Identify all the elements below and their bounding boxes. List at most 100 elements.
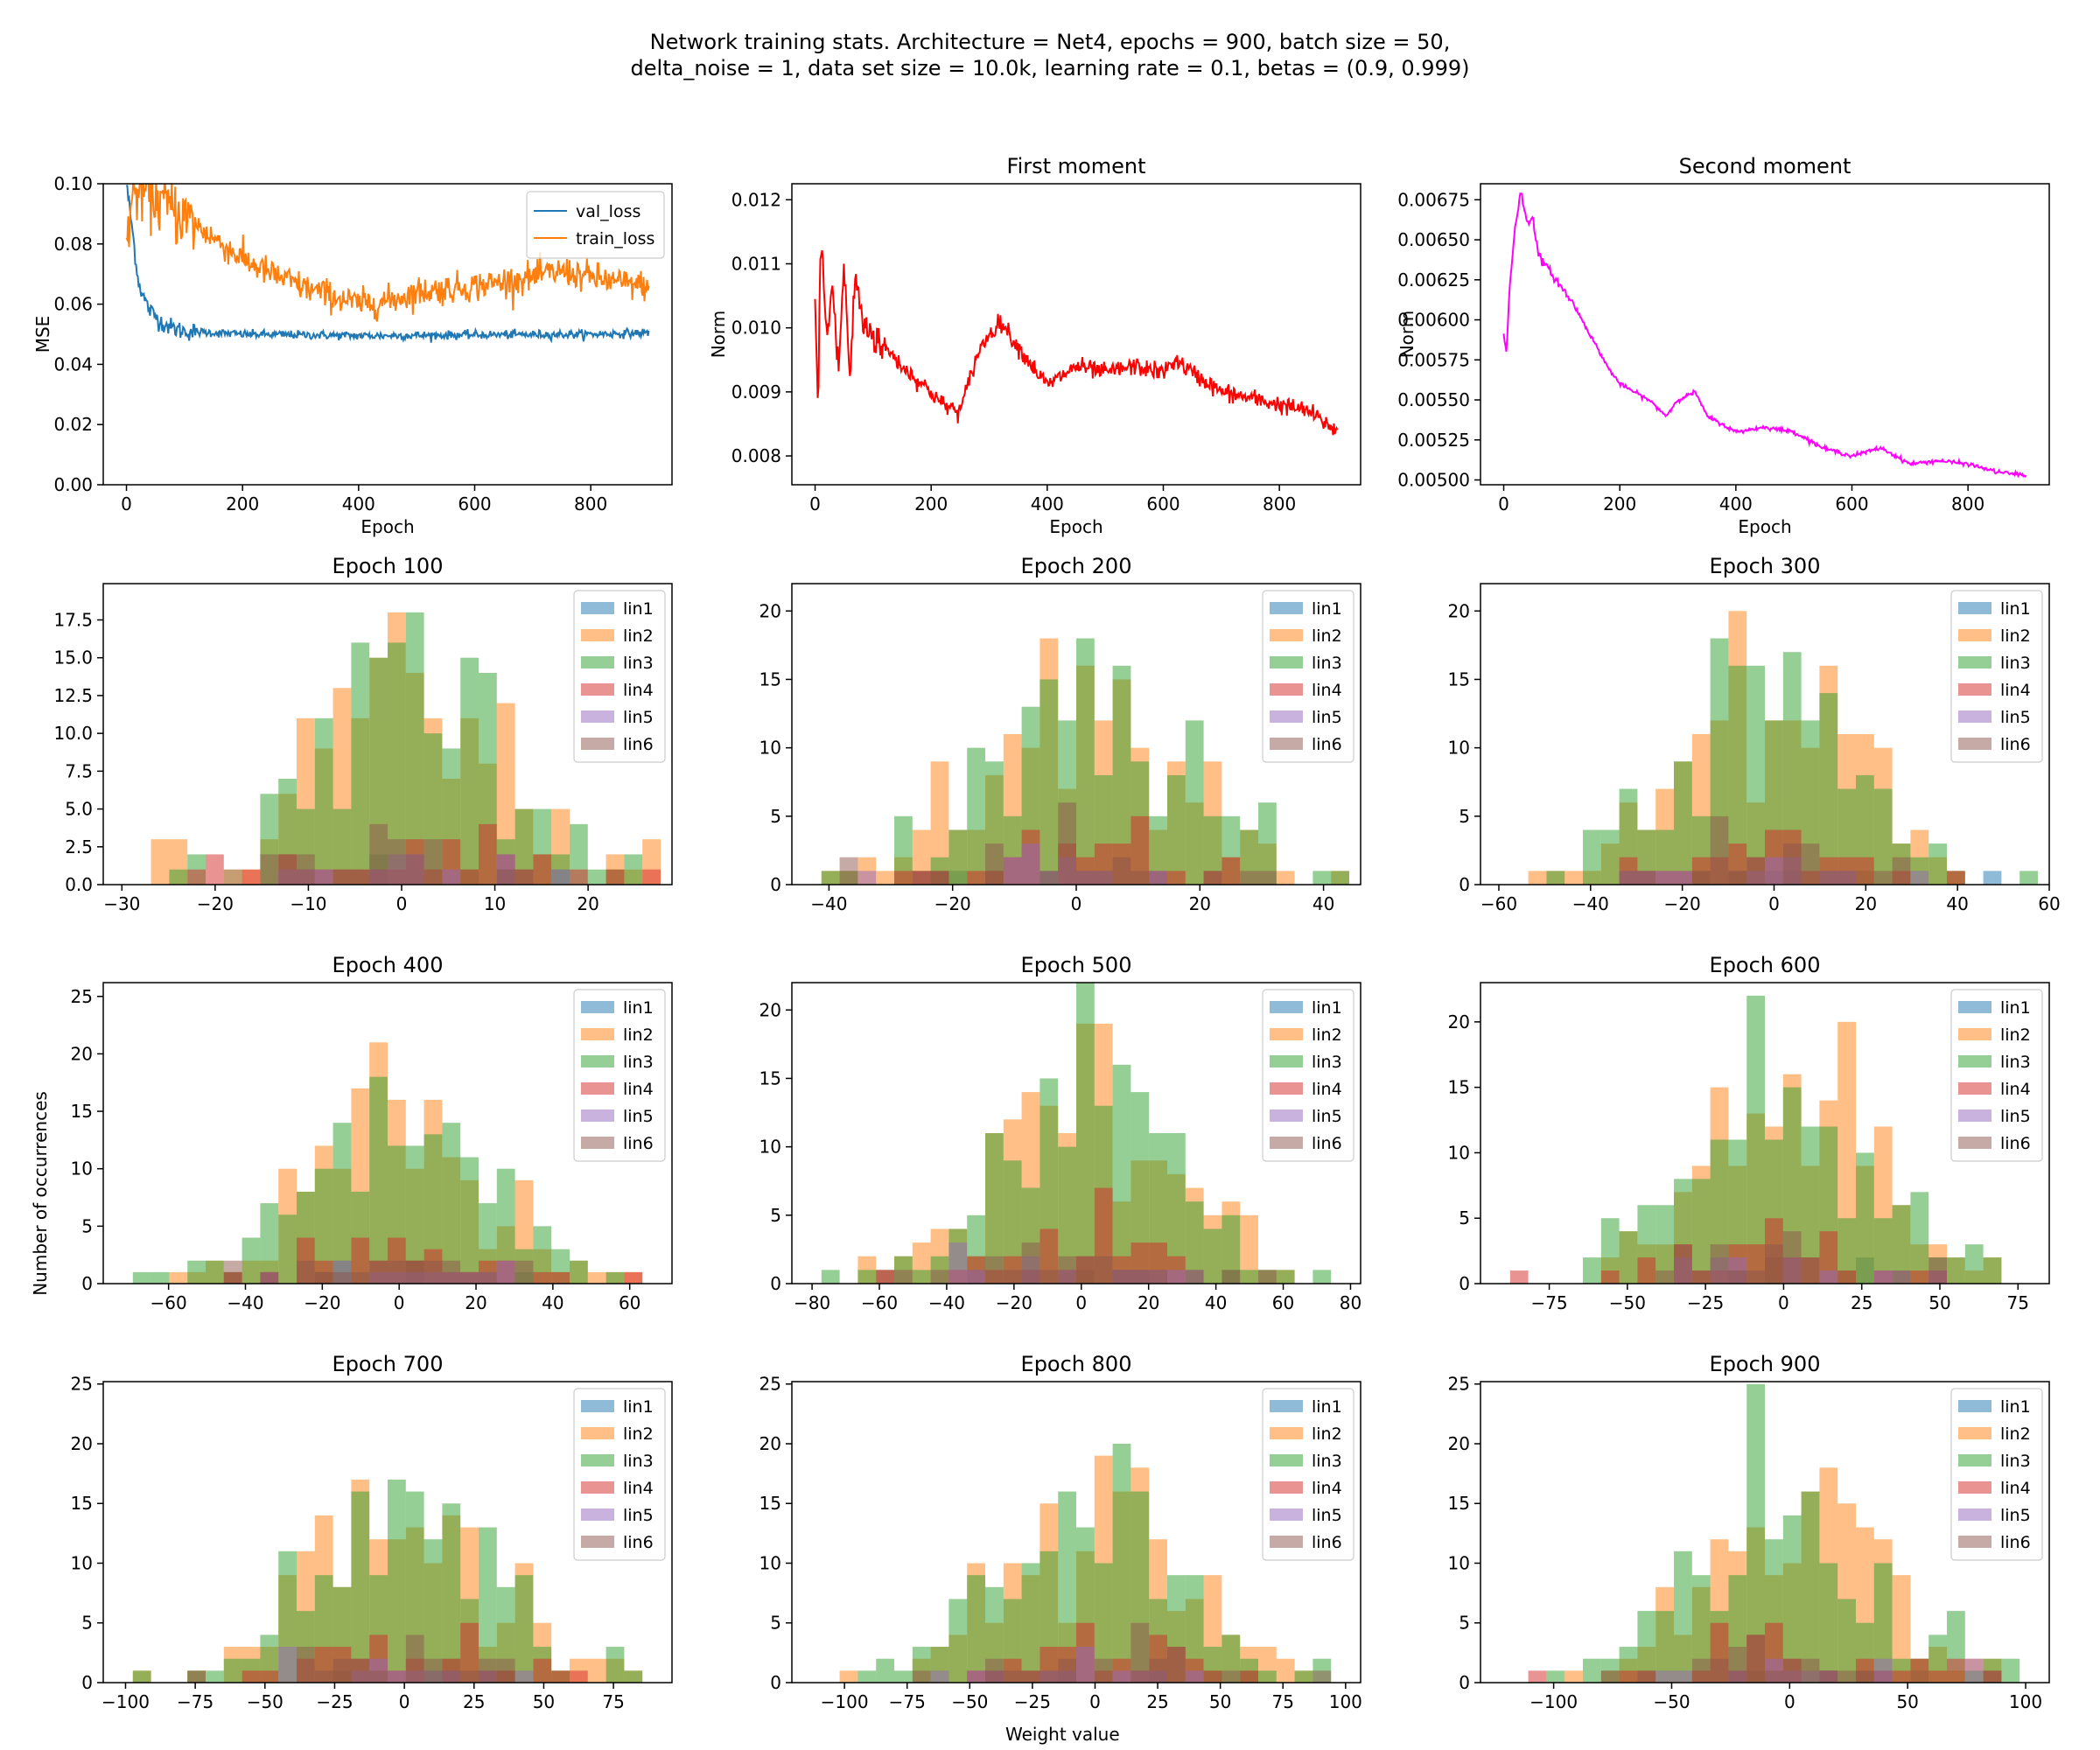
xtick-label: 40 bbox=[1205, 1292, 1227, 1313]
hist-bar-lin3 bbox=[150, 1271, 170, 1284]
hist-bar-lin3 bbox=[587, 869, 606, 885]
xtick-label: 40 bbox=[1946, 893, 1968, 914]
hist-bar-lin3 bbox=[460, 1157, 479, 1284]
hist-bar-lin3 bbox=[1149, 816, 1167, 885]
hist-bar-lin6 bbox=[297, 1647, 315, 1683]
hist-bar-lin6 bbox=[1801, 1257, 1820, 1284]
xtick-label: 800 bbox=[1951, 494, 1984, 514]
hist-bar-lin6 bbox=[1637, 1670, 1656, 1683]
hist-bar-lin4 bbox=[1947, 1658, 1965, 1683]
hist-bar-lin6 bbox=[479, 1658, 497, 1683]
hist-bar-lin6 bbox=[930, 871, 949, 885]
hist-bar-lin6 bbox=[1130, 1622, 1150, 1683]
ytick-label: 0.00575 bbox=[1397, 349, 1470, 370]
legend-swatch-lin2 bbox=[581, 1028, 614, 1040]
ytick-label: 15 bbox=[760, 1068, 781, 1088]
series-line-train_loss bbox=[125, 184, 650, 322]
hist-bar-lin4 bbox=[570, 869, 588, 885]
hist-bar-lin3 bbox=[442, 1123, 461, 1284]
hist-bar-lin3 bbox=[1782, 1515, 1802, 1683]
xtick-label: 0 bbox=[1498, 494, 1509, 514]
hist-bar-lin3 bbox=[858, 1270, 877, 1284]
ytick-label: 20 bbox=[760, 600, 781, 621]
hist-bar-lin3 bbox=[1203, 816, 1222, 885]
hist-bar-lin6 bbox=[985, 1256, 1004, 1284]
legend-label-lin6: lin6 bbox=[2000, 1134, 2031, 1153]
xtick-label: −50 bbox=[247, 1691, 284, 1712]
hist-bar-lin3 bbox=[223, 1658, 242, 1683]
hist-bar-lin3 bbox=[1746, 1383, 1765, 1683]
legend-label-lin5: lin5 bbox=[2000, 1107, 2031, 1126]
hist-bar-lin6 bbox=[1782, 844, 1802, 885]
legend-label-lin5: lin5 bbox=[1312, 1506, 1342, 1525]
hist-bar-lin3 bbox=[351, 1491, 370, 1683]
legend-swatch-lin3 bbox=[1958, 1454, 1992, 1466]
hist-bar-lin3 bbox=[1203, 1228, 1222, 1284]
legend-swatch-lin3 bbox=[581, 1055, 614, 1068]
hist-bar-lin6 bbox=[332, 869, 352, 885]
hist-bar-lin6 bbox=[912, 871, 931, 885]
hist-bar-lin6 bbox=[332, 1271, 352, 1284]
hist-bar-lin2 bbox=[876, 871, 894, 885]
legend-swatch-lin1 bbox=[1958, 1001, 1992, 1013]
hist-bar-lin6 bbox=[424, 839, 443, 885]
hist-bar-lin6 bbox=[876, 1270, 894, 1284]
ytick-label: 0.00600 bbox=[1397, 310, 1470, 331]
hist-bar-lin6 bbox=[1838, 871, 1856, 885]
hist-bar-lin5 bbox=[1674, 1670, 1692, 1683]
figure-title-line-2: delta_noise = 1, data set size = 10.0k, … bbox=[630, 56, 1470, 80]
axes-frame-second-moment bbox=[1480, 183, 2050, 486]
xtick-label: −75 bbox=[889, 1691, 926, 1712]
hist-bar-lin6 bbox=[405, 1634, 424, 1683]
ytick-label: 20 bbox=[71, 1433, 93, 1454]
ytick-label: 0.00650 bbox=[1397, 229, 1470, 250]
subplot-title-first-moment: First moment bbox=[1007, 154, 1146, 178]
ytick-label: 15 bbox=[1448, 1493, 1470, 1514]
hist-bar-lin3 bbox=[1167, 1133, 1186, 1284]
hist-bar-lin3 bbox=[1656, 1611, 1674, 1683]
xtick-label: 75 bbox=[1272, 1691, 1294, 1712]
hist-bar-lin6 bbox=[388, 839, 406, 885]
hist-bar-lin3 bbox=[1112, 1443, 1131, 1683]
hist-bar-lin5 bbox=[1112, 1670, 1131, 1683]
legend-label-lin6: lin6 bbox=[2000, 1533, 2031, 1552]
hist-bar-lin5 bbox=[514, 1670, 534, 1683]
legend-swatch-lin5 bbox=[1270, 710, 1303, 723]
legend-label-lin2: lin2 bbox=[623, 1026, 654, 1045]
legend-label-lin2: lin2 bbox=[1312, 1026, 1342, 1045]
hist-bar-lin5 bbox=[930, 1670, 949, 1683]
hist-bar-lin6 bbox=[351, 1271, 370, 1284]
axes-frame-loss bbox=[102, 183, 673, 486]
hist-bar-lin6 bbox=[1076, 1256, 1095, 1284]
hist-bar-lin3 bbox=[1619, 1231, 1638, 1284]
hist-bar-lin4 bbox=[1509, 1270, 1529, 1284]
ytick-label: 20 bbox=[1448, 600, 1470, 621]
hist-bar-lin4 bbox=[624, 1271, 643, 1284]
hist-bar-lin2 bbox=[169, 1271, 188, 1284]
hist-bar-lin3 bbox=[1294, 1670, 1313, 1683]
xtick-label: 20 bbox=[1855, 893, 1877, 914]
subplot-title-h200: Epoch 200 bbox=[1021, 554, 1132, 578]
hist-bar-lin3 bbox=[1746, 665, 1765, 885]
legend-label-val_loss: val_loss bbox=[576, 202, 640, 221]
hist-bar-lin6 bbox=[514, 1260, 534, 1284]
hist-bar-lin6 bbox=[1728, 1270, 1747, 1284]
hist-bar-lin6 bbox=[460, 1670, 479, 1683]
legend-label-lin6: lin6 bbox=[1312, 1134, 1342, 1153]
hist-bar-lin4 bbox=[187, 869, 206, 885]
ytick-label: 25 bbox=[760, 1374, 781, 1395]
legend-label-lin2: lin2 bbox=[1312, 1424, 1342, 1444]
hist-bar-lin3 bbox=[1691, 1575, 1711, 1683]
hist-bar-lin6 bbox=[894, 1270, 913, 1284]
hist-bar-lin4 bbox=[1910, 1270, 1929, 1284]
hist-bar-lin6 bbox=[1312, 1670, 1332, 1683]
plot-area-h600 bbox=[1509, 995, 2002, 1284]
xtick-label: 600 bbox=[458, 494, 491, 514]
ytick-label: 10 bbox=[71, 1552, 93, 1573]
hist-bar-lin6 bbox=[424, 1658, 443, 1683]
hist-bar-lin2 bbox=[1528, 871, 1547, 885]
hist-bar-lin5 bbox=[1910, 871, 1929, 885]
hist-bar-lin3 bbox=[1637, 1611, 1656, 1683]
hist-bar-lin3 bbox=[912, 1270, 931, 1284]
legend-swatch-lin2 bbox=[581, 1427, 614, 1439]
